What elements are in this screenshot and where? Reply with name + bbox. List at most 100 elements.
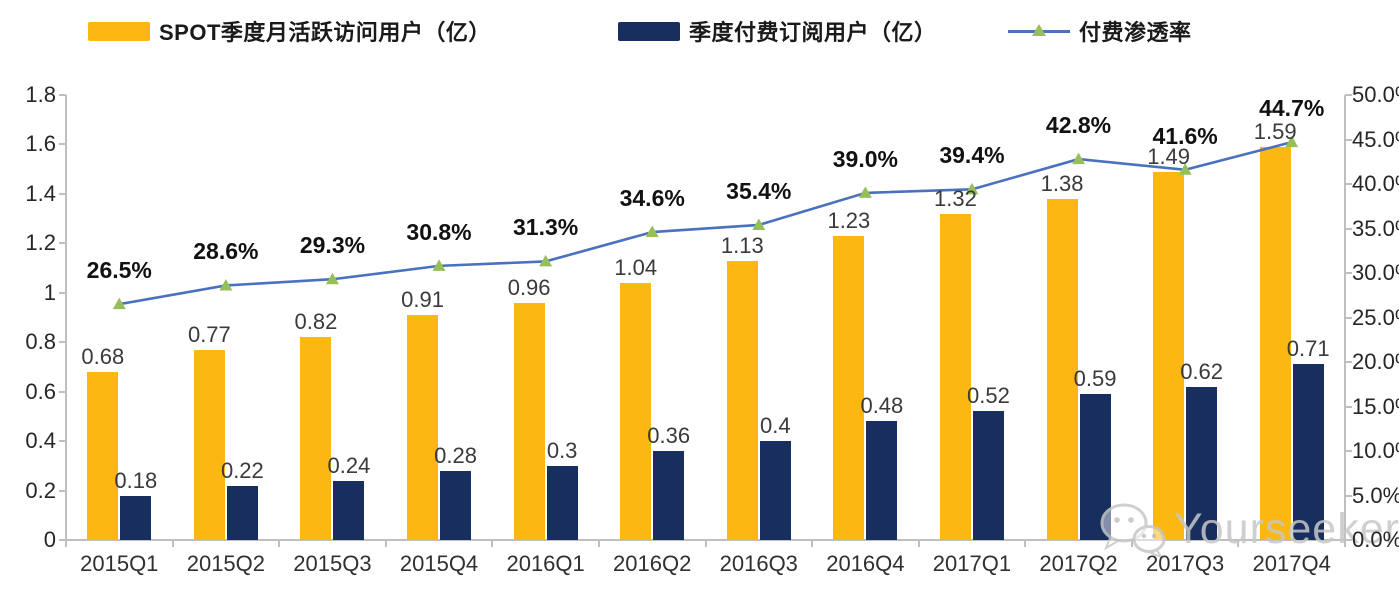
penetration-value-label: 31.3% [513, 214, 579, 241]
x-axis-tick-mark [384, 540, 387, 547]
right-axis-tick-mark [1345, 183, 1352, 185]
bar-mau [1153, 171, 1185, 540]
left-axis-tick-mark [59, 341, 66, 344]
bar-mau [939, 213, 971, 540]
legend-item-subs: 季度付费订阅用户（亿） [618, 16, 937, 46]
bar-value-label-mau: 0.77 [187, 321, 231, 347]
bar-value-label-mau: 1.04 [614, 254, 658, 280]
right-axis-tick-mark [1345, 494, 1352, 497]
legend-label-penetration: 付费渗透率 [1079, 20, 1192, 45]
x-axis-category-label: 2017Q4 [1252, 551, 1331, 576]
left-axis-tick-mark [59, 440, 66, 443]
left-axis-tick-label: 1.2 [25, 230, 56, 256]
penetration-value-label: 39.0% [832, 145, 898, 172]
right-axis-tick-label: 15.0% [1352, 393, 1399, 419]
x-axis-tick-mark [597, 540, 600, 547]
right-axis-tick-mark [1345, 361, 1352, 363]
bar-value-label-subs: 0.62 [1180, 358, 1224, 384]
right-axis-tick-label: 45.0% [1352, 126, 1399, 152]
penetration-marker [112, 297, 126, 310]
x-axis-tick-mark [171, 540, 174, 547]
left-axis-tick-mark [59, 291, 66, 294]
x-axis-category-label: 2017Q2 [1039, 551, 1118, 576]
x-axis-category-label: 2016Q4 [826, 551, 905, 576]
left-axis-tick-mark [59, 192, 66, 195]
bar-value-label-subs: 0.24 [327, 452, 371, 478]
left-axis-tick-label: 1.4 [25, 180, 56, 206]
right-axis-tick-mark [1345, 138, 1352, 141]
bar-value-label-mau: 1.13 [720, 232, 764, 258]
x-axis-category-label: 2017Q1 [932, 551, 1012, 576]
left-axis-tick-label: 0.4 [25, 428, 56, 454]
right-axis-tick-mark [1345, 405, 1352, 408]
legend-label-subs: 季度付费订阅用户（亿） [689, 20, 937, 45]
penetration-value-label: 44.7% [1259, 95, 1325, 122]
left-axis-tick-label: 0.8 [25, 329, 56, 355]
bar-subs [333, 480, 365, 540]
right-axis-tick-label: 35.0% [1352, 215, 1399, 241]
bar-value-label-mau: 0.68 [81, 343, 125, 369]
right-axis-tick-mark [1345, 227, 1352, 230]
bar-subs [546, 465, 578, 540]
left-axis-tick-label: 1.6 [25, 131, 56, 157]
right-axis-tick-label: 40.0% [1352, 171, 1399, 196]
bar-value-label-subs: 0.36 [647, 423, 691, 448]
penetration-line-path [119, 140, 1293, 306]
watermark: Yourseeker [1096, 498, 1399, 560]
right-axis-tick-mark [1345, 94, 1352, 96]
bar-value-label-mau: 0.82 [294, 309, 338, 335]
x-axis-tick-mark [65, 540, 67, 547]
bar-mau [407, 315, 439, 540]
bar-value-label-subs: 0.3 [546, 437, 578, 463]
bar-value-label-mau: 1.38 [1040, 170, 1084, 196]
right-axis-tick-label: 50.0% [1352, 82, 1399, 107]
left-axis-line [65, 95, 67, 541]
x-axis-category-label: 2015Q1 [80, 551, 159, 576]
x-axis-category-label: 2016Q3 [719, 551, 798, 576]
penetration-marker [645, 225, 659, 238]
penetration-value-label: 28.6% [193, 238, 259, 265]
penetration-value-label: 34.6% [619, 185, 685, 212]
legend-item-mau: SPOT季度月活跃访问用户（亿） [88, 16, 491, 46]
x-axis-tick-mark [278, 540, 281, 547]
right-axis-tick-label: 5.0% [1352, 482, 1399, 508]
bar-mau [193, 349, 225, 540]
bar-value-label-mau: 1.23 [827, 207, 871, 233]
x-axis-category-label: 2017Q3 [1145, 551, 1225, 576]
right-axis-tick-label: 30.0% [1352, 260, 1399, 285]
bar-value-label-mau: 1.32 [934, 185, 977, 211]
penetration-marker [1072, 152, 1086, 165]
right-axis-tick-label: 10.0% [1352, 438, 1399, 463]
bar-mau [833, 235, 865, 540]
penetration-line-swatch [1008, 22, 1070, 41]
x-axis-tick-mark [917, 540, 920, 547]
bar-subs [866, 421, 898, 540]
penetration-marker [752, 218, 766, 230]
left-axis-tick-mark [59, 242, 66, 245]
penetration-value-label: 42.8% [1045, 112, 1112, 139]
x-axis-category-label: 2016Q1 [506, 551, 585, 576]
x-axis-tick-mark [1130, 540, 1133, 547]
bar-value-label-mau: 0.96 [507, 274, 551, 300]
x-axis-tick-mark [491, 540, 494, 547]
penetration-value-label: 30.8% [406, 218, 472, 245]
penetration-value-label: 29.3% [299, 232, 366, 259]
triangle-marker-icon [1032, 23, 1046, 36]
x-axis-tick-mark [1237, 540, 1240, 547]
penetration-value-label: 26.5% [86, 257, 152, 284]
subs-bar-swatch [618, 21, 680, 41]
left-axis-tick-label: 0.2 [25, 477, 56, 503]
right-axis-tick-label: 25.0% [1352, 304, 1399, 330]
wechat-icon [1100, 503, 1166, 559]
legend-label-mau: SPOT季度月活跃访问用户（亿） [159, 20, 491, 45]
bar-value-label-subs: 0.22 [220, 457, 264, 483]
bar-subs [1292, 364, 1324, 540]
bar-subs [653, 451, 685, 540]
bar-value-label-subs: 0.18 [114, 467, 158, 493]
bar-subs [226, 485, 258, 540]
bar-value-label-subs: 0.52 [967, 383, 1010, 409]
penetration-marker [432, 259, 446, 271]
right-axis-tick-mark [1345, 450, 1352, 452]
bar-subs [972, 411, 1004, 540]
